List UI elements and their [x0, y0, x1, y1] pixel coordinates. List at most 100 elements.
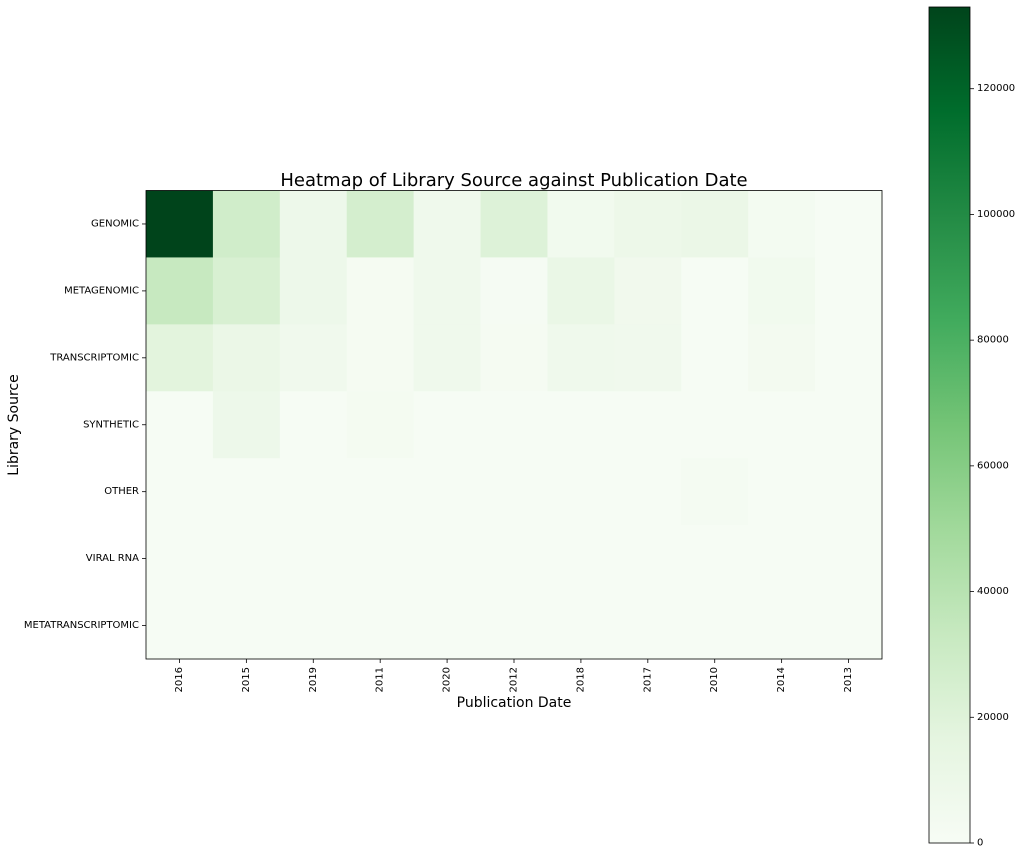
x-tick-label: 2020	[442, 667, 453, 692]
heatmap-cell	[480, 324, 548, 392]
x-tick-label: 2014	[776, 667, 787, 692]
heatmap-cell	[146, 592, 214, 660]
heatmap-cell	[815, 525, 883, 593]
heatmap-cell	[815, 458, 883, 526]
colorbar-gradient	[928, 6, 971, 844]
heatmap-cell	[480, 190, 548, 258]
x-tick-label: 2010	[709, 667, 720, 692]
heatmap-cell	[614, 458, 682, 526]
colorbar-tick-label: 120000	[977, 83, 1015, 94]
heatmap-cell	[748, 525, 816, 593]
heatmap-cell	[480, 458, 548, 526]
colorbar-tick-label: 80000	[977, 335, 1009, 346]
y-tick-label: GENOMIC	[91, 218, 139, 229]
heatmap-cell	[346, 324, 415, 392]
x-tick-label: 2015	[241, 667, 252, 692]
x-tick-label: 2013	[843, 667, 854, 692]
heatmap-cell	[413, 391, 482, 459]
heatmap-cell	[212, 525, 281, 593]
y-tick-label: VIRAL RNA	[86, 553, 139, 564]
y-tick-label: TRANSCRIPTOMIC	[49, 352, 139, 363]
heatmap-cell	[212, 324, 281, 392]
heatmap-cell	[614, 190, 682, 258]
heatmap-cell	[146, 458, 214, 526]
heatmap-cell	[480, 257, 548, 325]
heatmap-cell	[346, 190, 415, 258]
heatmap-cell	[480, 391, 548, 459]
heatmap-cell	[212, 391, 281, 459]
heatmap-cell	[279, 592, 348, 660]
heatmap-cell	[547, 391, 615, 459]
heatmap-cell	[279, 458, 348, 526]
heatmap-cell	[212, 592, 281, 660]
x-axis-ticks: 2016 2015 2019 2011 2020 2012 2018 2017 2010 2014…	[174, 659, 854, 692]
heatmap-cell	[547, 190, 615, 258]
y-tick-label: METATRANSCRIPTOMIC	[24, 620, 139, 631]
heatmap-cell	[413, 458, 482, 526]
colorbar-tick-label: 100000	[977, 209, 1015, 220]
x-axis-label: Publication Date	[457, 695, 572, 711]
heatmap-cell	[681, 391, 749, 459]
colorbar-tick-label: 60000	[977, 460, 1009, 471]
x-tick-label: 2017	[642, 667, 653, 692]
heatmap-cell	[413, 324, 482, 392]
y-tick-label: OTHER	[104, 486, 139, 497]
heatmap-cell	[614, 525, 682, 593]
heatmap-cell	[614, 257, 682, 325]
heatmap-cell	[279, 190, 348, 258]
heatmap-cell	[346, 257, 415, 325]
x-tick-label: 2019	[308, 667, 319, 692]
y-axis-ticks: GENOMIC METAGENOMIC TRANSCRIPTOMIC SYNTHETI…	[24, 218, 146, 631]
colorbar-tick-label: 0	[977, 838, 983, 849]
heatmap-cell	[346, 592, 415, 660]
heatmap-cells	[146, 190, 883, 660]
heatmap-cell	[614, 391, 682, 459]
heatmap-cell	[279, 391, 348, 459]
heatmap-cell	[748, 391, 816, 459]
heatmap-cell	[346, 458, 415, 526]
heatmap-cell	[346, 525, 415, 593]
heatmap-cell	[681, 525, 749, 593]
heatmap-cell	[748, 592, 816, 660]
x-tick-label: 2018	[575, 667, 586, 692]
heatmap-cell	[748, 257, 816, 325]
x-tick-label: 2011	[375, 667, 386, 692]
heatmap-cell	[547, 324, 615, 392]
heatmap-cell	[748, 458, 816, 526]
heatmap-cell	[681, 592, 749, 660]
colorbar: 0 20000 40000 60000 80000 100000 120000	[928, 6, 1015, 849]
heatmap-cell	[146, 257, 214, 325]
chart-title: Heatmap of Library Source against Public…	[280, 170, 747, 191]
heatmap-cell	[146, 190, 214, 258]
heatmap-cell	[413, 257, 482, 325]
y-axis-label: Library Source	[6, 374, 22, 476]
x-tick-label: 2012	[509, 667, 520, 692]
heatmap-cell	[413, 190, 482, 258]
heatmap-cell	[547, 592, 615, 660]
heatmap-cell	[212, 190, 281, 258]
y-tick-label: METAGENOMIC	[64, 285, 139, 296]
heatmap-cell	[748, 190, 816, 258]
y-tick-label: SYNTHETIC	[83, 419, 139, 430]
heatmap-cell	[681, 190, 749, 258]
heatmap-cell	[146, 324, 214, 392]
heatmap-cell	[146, 391, 214, 459]
heatmap-cell	[279, 257, 348, 325]
heatmap-cell	[480, 525, 548, 593]
heatmap-cell	[815, 190, 883, 258]
heatmap-cell	[212, 458, 281, 526]
heatmap-cell	[413, 592, 482, 660]
heatmap-cell	[547, 458, 615, 526]
heatmap-cell	[681, 458, 749, 526]
heatmap-cell	[279, 324, 348, 392]
heatmap-cell	[815, 257, 883, 325]
colorbar-tick-label: 20000	[977, 712, 1009, 723]
heatmap-cell	[748, 324, 816, 392]
heatmap-cell	[815, 324, 883, 392]
heatmap-cell	[681, 324, 749, 392]
heatmap-cell	[681, 257, 749, 325]
colorbar-tick-label: 40000	[977, 586, 1009, 597]
heatmap-cell	[614, 592, 682, 660]
heatmap-cell	[413, 525, 482, 593]
